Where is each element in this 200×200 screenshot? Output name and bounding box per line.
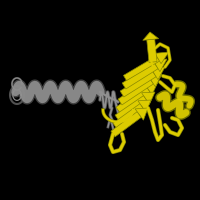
Polygon shape [118,78,153,105]
Polygon shape [155,52,169,64]
Polygon shape [120,71,156,97]
Polygon shape [115,96,147,121]
Polygon shape [135,108,148,120]
Polygon shape [148,74,162,87]
Polygon shape [138,100,151,112]
Polygon shape [144,82,158,95]
Polygon shape [151,67,165,80]
Polygon shape [113,104,144,129]
Polygon shape [116,86,150,113]
Polygon shape [142,92,155,104]
Polygon shape [122,63,158,89]
Polygon shape [111,112,141,137]
Polygon shape [143,32,159,40]
Polygon shape [147,39,157,62]
Polygon shape [153,59,167,72]
Polygon shape [123,56,160,81]
